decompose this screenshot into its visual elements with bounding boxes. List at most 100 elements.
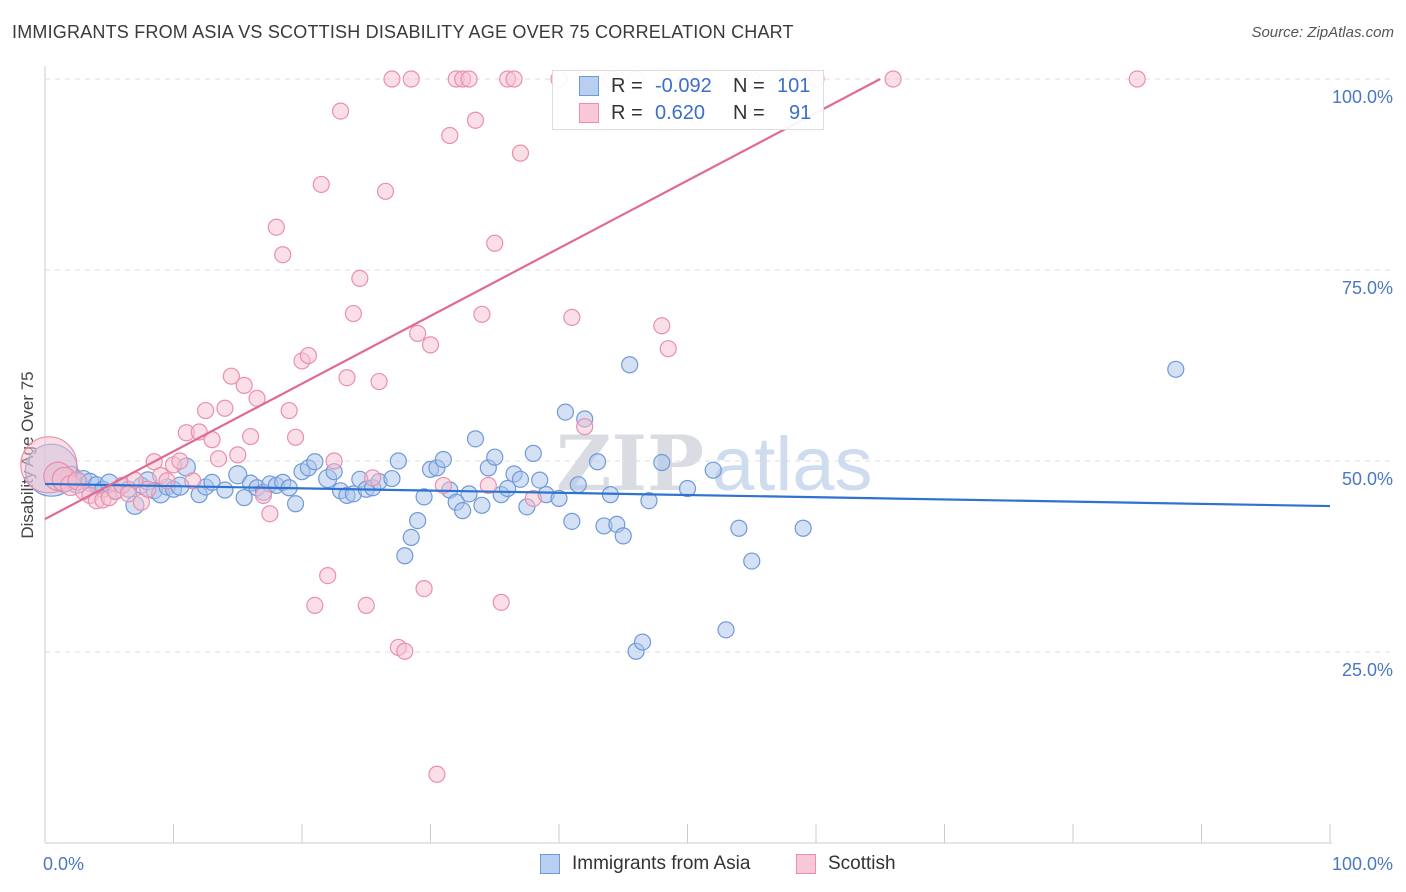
data-point-asia — [640, 492, 658, 510]
data-point-scottish — [576, 418, 594, 436]
data-point-scottish — [344, 304, 362, 323]
data-point-asia — [550, 489, 568, 508]
data-point-scottish — [370, 372, 388, 391]
n-label: N = — [733, 102, 765, 124]
data-point-asia — [286, 495, 305, 513]
data-point-scottish — [479, 476, 497, 495]
data-point-asia — [556, 403, 575, 421]
data-point-scottish — [415, 579, 433, 598]
data-point-asia — [389, 452, 407, 470]
data-point-scottish — [492, 593, 510, 611]
data-point-scottish — [299, 346, 318, 365]
data-point-asia — [235, 489, 253, 507]
data-point-scottish — [434, 476, 452, 495]
data-point-scottish — [441, 126, 459, 145]
data-point-scottish — [280, 401, 298, 420]
legend-label: Scottish — [828, 853, 896, 874]
data-point-scottish — [884, 70, 902, 88]
data-point-asia — [1167, 360, 1185, 378]
r-value: 0.620 — [655, 102, 706, 124]
n-value: 91 — [789, 102, 812, 124]
r-value: -0.092 — [655, 75, 712, 97]
data-point-scottish — [338, 369, 356, 387]
data-point-asia — [466, 430, 485, 448]
data-point-scottish — [286, 428, 305, 446]
data-point-scottish — [376, 182, 395, 200]
blue-swatch — [579, 76, 599, 96]
x-tick-label: 100.0% — [1332, 854, 1393, 874]
pink-swatch — [796, 854, 816, 874]
legend-label: Immigrants from Asia — [572, 853, 751, 874]
data-point-scottish — [473, 305, 491, 323]
data-point-scottish — [364, 469, 382, 487]
n-value: 101 — [777, 75, 811, 97]
data-point-scottish — [524, 489, 542, 508]
trend-line-asia — [44, 482, 1331, 508]
data-point-asia — [633, 633, 652, 651]
data-point-scottish — [274, 246, 292, 264]
data-point-scottish — [402, 70, 420, 88]
data-point-asia — [717, 621, 735, 639]
y-tick-label: 25.0% — [1342, 660, 1393, 680]
data-point-scottish — [428, 765, 446, 783]
data-point-scottish — [1128, 70, 1146, 88]
data-point-scottish — [396, 642, 414, 660]
data-point-scottish — [351, 269, 369, 288]
data-point-asia — [730, 519, 748, 537]
data-point-asia — [460, 485, 478, 503]
source-credit: Source: ZipAtlas.com — [1251, 24, 1394, 41]
data-point-scottish — [421, 336, 440, 354]
data-point-scottish — [197, 401, 215, 420]
data-point-scottish — [312, 175, 330, 194]
data-point-scottish — [222, 367, 240, 385]
data-point-asia — [434, 450, 452, 469]
data-point-scottish — [216, 399, 234, 417]
data-point-scottish — [486, 234, 504, 252]
data-point-scottish — [653, 317, 671, 335]
y-tick-label: 100.0% — [1332, 87, 1393, 107]
pink-swatch — [579, 103, 599, 123]
data-point-scottish — [242, 427, 260, 446]
data-point-scottish — [209, 450, 228, 468]
trend-line-scottish — [44, 78, 881, 521]
data-point-scottish — [460, 70, 478, 88]
chart-title: IMMIGRANTS FROM ASIA VS SCOTTISH DISABIL… — [12, 22, 794, 42]
data-point-asia — [621, 356, 639, 374]
data-point-asia — [415, 488, 433, 506]
data-point-asia — [743, 552, 761, 570]
data-point-scottish — [563, 308, 581, 326]
data-point-asia — [402, 528, 420, 547]
data-point-asia — [614, 527, 632, 545]
data-point-scottish — [409, 324, 427, 343]
data-point-scottish — [466, 111, 485, 129]
data-point-asia — [306, 453, 324, 471]
data-point-scottish — [306, 596, 324, 614]
data-point-scottish — [184, 472, 202, 490]
data-point-asia — [409, 511, 427, 530]
data-point-scottish — [511, 144, 530, 162]
data-point-asia — [678, 479, 697, 498]
data-point-asia — [794, 519, 812, 537]
trend-lines — [44, 78, 1331, 521]
data-point-asia — [531, 471, 549, 489]
r-label: R = — [611, 75, 643, 97]
data-point-scottish — [325, 452, 343, 470]
tick-labels: 100.0% 75.0% 50.0% 25.0% 0.0% 100.0% — [43, 87, 1393, 874]
data-point-scottish — [235, 376, 253, 394]
data-point-scottish — [171, 452, 189, 470]
correlation-legend: R = -0.092 N = 101 R = 0.620 N = 91 — [552, 70, 824, 130]
data-point-asia — [454, 502, 472, 520]
data-point-scottish — [659, 340, 677, 358]
data-point-asia — [396, 547, 414, 565]
data-point-asia — [569, 476, 587, 494]
series-scottish-points — [20, 70, 1146, 783]
data-point-asia — [563, 512, 581, 530]
data-point-asia — [511, 470, 530, 488]
data-point-scottish — [254, 486, 273, 504]
y-tick-label: 75.0% — [1342, 278, 1393, 298]
data-point-scottish — [505, 70, 523, 88]
data-point-asia — [473, 496, 491, 514]
series-legend: Immigrants from Asia Scottish — [0, 852, 1406, 878]
data-point-scottish — [139, 480, 157, 498]
